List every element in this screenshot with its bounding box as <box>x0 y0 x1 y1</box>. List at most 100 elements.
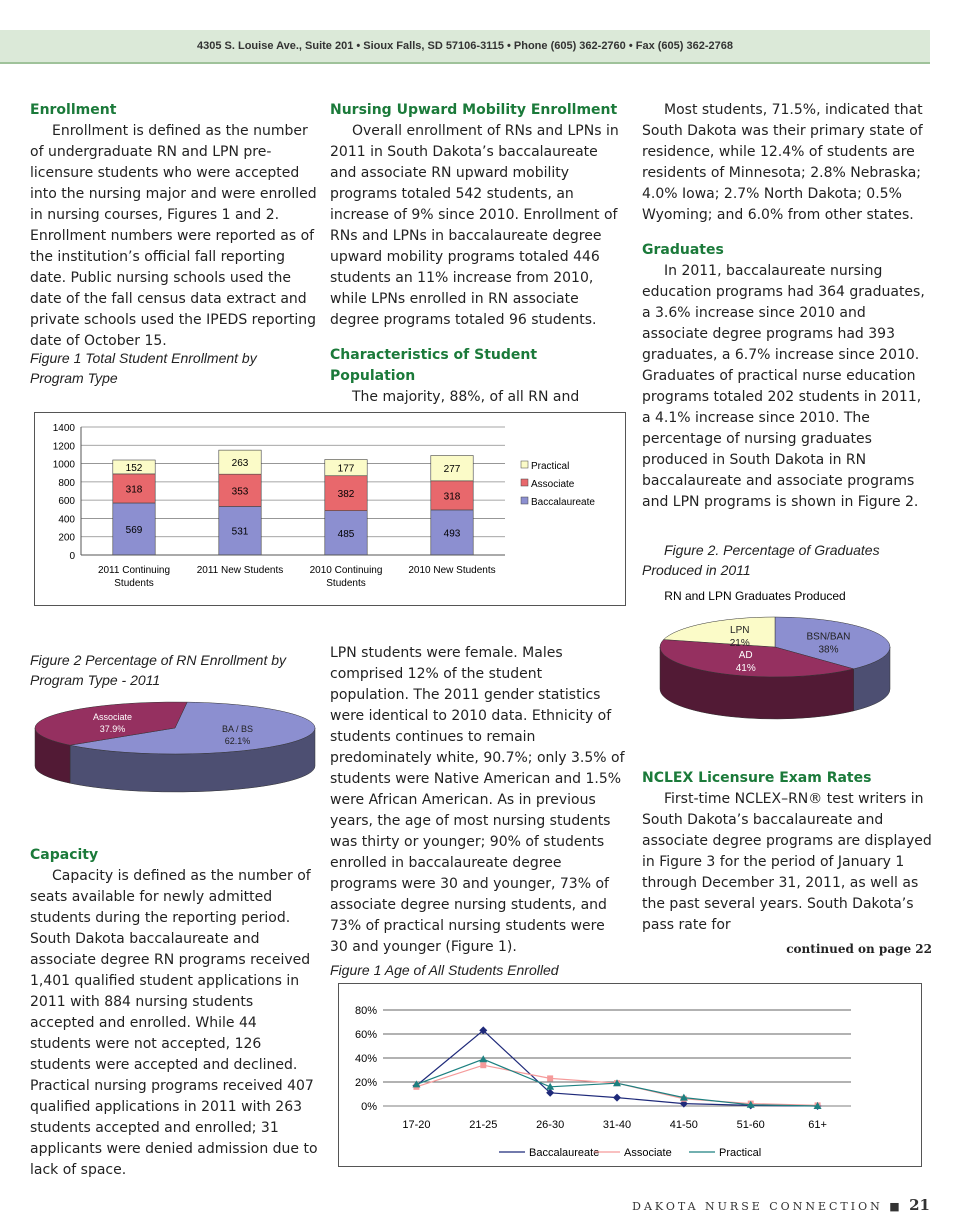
slice-label: AD <box>739 650 753 661</box>
x-tick-label: 21-25 <box>469 1119 497 1131</box>
page-number: 21 <box>909 1196 930 1214</box>
legend-label: Baccalaureate <box>531 497 595 508</box>
marker <box>479 1055 488 1063</box>
nclex-section: NCLEX Licensure Exam Rates First-time NC… <box>642 768 934 936</box>
legend-label: Associate <box>531 479 575 490</box>
y-tick-label: 800 <box>58 478 75 489</box>
slice-percent: 21% <box>730 638 750 649</box>
bar-baccalaureate <box>112 502 156 556</box>
enrollment-text: Enrollment is defined as the number of u… <box>30 123 317 349</box>
y-tick-label: 1000 <box>53 460 76 471</box>
y-tick-label: 40% <box>355 1053 377 1065</box>
bar-baccalaureate <box>430 509 474 556</box>
y-tick-label: 200 <box>58 533 75 544</box>
figure-age-caption: Figure 1 Age of All Students Enrolled <box>330 962 559 978</box>
x-tick-label: 51-60 <box>737 1119 765 1131</box>
pie-slice-lpn <box>663 616 776 648</box>
data-label: 277 <box>444 464 461 475</box>
bar-practical <box>218 449 262 475</box>
graduates-text: In 2011, baccalaureate nursing education… <box>642 263 925 510</box>
x-tick-label: 31-40 <box>603 1119 631 1131</box>
pie-slice-bsnban <box>774 616 891 670</box>
y-tick-label: 0 <box>69 551 75 562</box>
rn-enrollment-pie-chart: BA / BS 62.1% Associate 37.9% <box>34 701 316 793</box>
characteristics-continued: LPN students were female. Males comprise… <box>330 643 625 958</box>
data-label: 485 <box>338 529 355 540</box>
data-label: 318 <box>444 491 461 502</box>
bar-practical <box>324 459 368 477</box>
capacity-section: Capacity Capacity is defined as the numb… <box>30 845 322 1181</box>
y-tick-label: 0% <box>361 1101 377 1113</box>
upward-section: Nursing Upward Mobility Enrollment Overa… <box>330 100 625 408</box>
x-tick-label: 61+ <box>808 1119 827 1131</box>
slice-percent: 37.9% <box>100 724 126 734</box>
y-tick-label: 1400 <box>53 423 76 434</box>
slice-label: LPN <box>730 625 749 636</box>
slice-label: BSN/BAN <box>807 631 851 642</box>
characteristics-heading: Characteristics of Student Population <box>330 347 538 384</box>
data-label: 152 <box>126 463 143 474</box>
slice-percent: 41% <box>736 663 756 674</box>
y-tick-label: 600 <box>58 496 75 507</box>
bar-associate <box>430 480 474 511</box>
bar-associate <box>112 473 156 504</box>
marker <box>546 1088 555 1097</box>
bar-practical <box>112 459 156 475</box>
age-line-chart: 0% 20% 40% 60% 80% 17-20 21-25 26-30 31-40 41-50 5… <box>338 983 922 1167</box>
legend-swatch <box>520 460 529 469</box>
x-tick-label: 17-20 <box>402 1119 430 1131</box>
residence-section: Most students, 71.5%, indicated that Sou… <box>642 100 934 513</box>
y-tick-label: 80% <box>355 1005 377 1017</box>
enrollment-heading: Enrollment <box>30 102 117 118</box>
x-tick-label: 41-50 <box>670 1119 698 1131</box>
characteristics-text-2: LPN students were female. Males comprise… <box>330 645 625 955</box>
slice-percent: 38% <box>818 644 838 655</box>
legend-label: Practical <box>719 1147 761 1159</box>
y-tick-label: 1200 <box>53 441 76 452</box>
legend-swatch <box>520 496 529 505</box>
data-label: 493 <box>444 528 461 539</box>
figure1-caption: Figure 1 Total Student Enrollment by Pro… <box>30 350 257 386</box>
x-tick-label: 26-30 <box>536 1119 564 1131</box>
x-tick-label: 2011 Continuing <box>98 565 170 576</box>
y-tick-label: 60% <box>355 1029 377 1041</box>
marker <box>813 1102 822 1109</box>
capacity-text-1: Capacity is defined as the number of sea… <box>30 868 311 1073</box>
legend-label: Practical <box>531 461 569 472</box>
legend-swatch <box>520 478 529 487</box>
x-tick-label: Students <box>114 578 153 589</box>
footer: DAKOTA NURSE CONNECTION ■ 21 <box>632 1196 930 1214</box>
slice-label: BA / BS <box>222 724 253 734</box>
data-label: 263 <box>232 458 249 469</box>
graduates-heading: Graduates <box>642 242 724 258</box>
upward-heading: Nursing Upward Mobility Enrollment <box>330 102 618 118</box>
x-tick-label: 2011 New Students <box>197 565 284 576</box>
slice-percent: 62.1% <box>225 736 251 746</box>
data-label: 318 <box>126 484 143 495</box>
footer-square-icon: ■ <box>889 1200 903 1213</box>
x-tick-label: 2010 Continuing <box>310 565 383 576</box>
continued-note: continued on page 22 <box>786 942 932 956</box>
x-tick-label: Students <box>326 578 365 589</box>
marker <box>546 1082 555 1090</box>
residence-text: Most students, 71.5%, indicated that Sou… <box>642 102 923 223</box>
capacity-text-2: Practical nursing programs received 407 … <box>30 1078 318 1178</box>
address-header: 4305 S. Louise Ave., Suite 201 • Sioux F… <box>0 30 930 64</box>
pie-slice-associate <box>34 701 188 746</box>
pie-slice-babs <box>69 701 316 755</box>
data-label: 382 <box>338 489 355 500</box>
pie-slice-ad <box>659 639 855 678</box>
publication-name: DAKOTA NURSE CONNECTION <box>632 1200 883 1213</box>
marker <box>480 1062 487 1069</box>
marker <box>547 1075 554 1082</box>
bar-associate <box>324 475 368 511</box>
figure2-graduates-caption: Figure 2. Percentage of Graduates Produc… <box>642 542 880 578</box>
enrollment-section: Enrollment Enrollment is defined as the … <box>30 100 320 352</box>
x-tick-label: 2010 New Students <box>408 565 495 576</box>
y-tick-label: 20% <box>355 1077 377 1089</box>
slice-label: Associate <box>93 712 132 722</box>
marker <box>613 1079 621 1087</box>
figure2-rn-caption: Figure 2 Percentage of RN Enrollment by … <box>30 652 287 688</box>
marker <box>412 1080 421 1088</box>
